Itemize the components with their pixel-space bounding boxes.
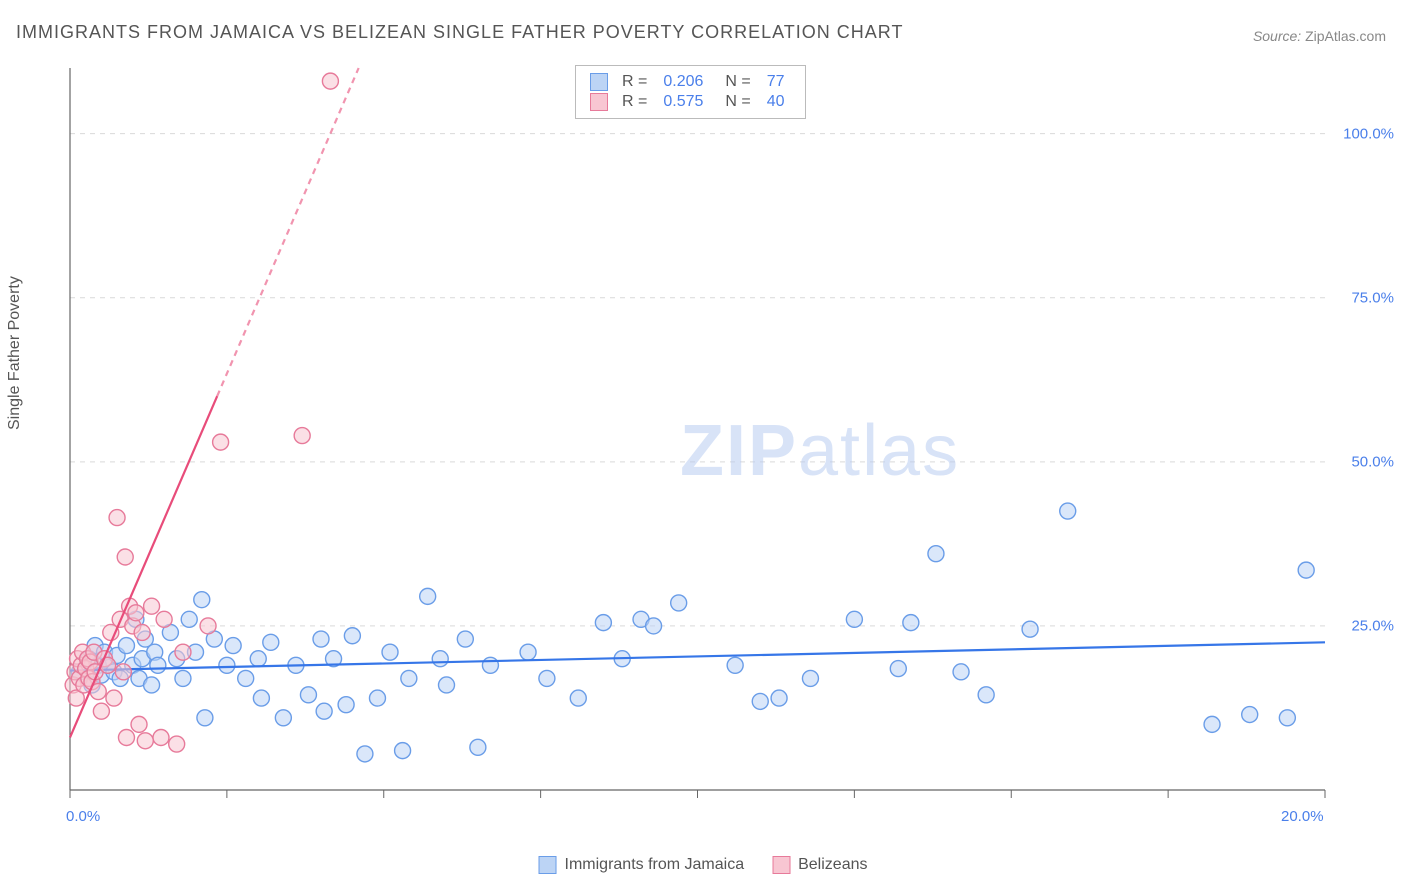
source-attribution: Source: ZipAtlas.com [1253,28,1386,44]
source-value: ZipAtlas.com [1305,28,1386,44]
scatter-plot: ZIPatlas [50,60,1375,820]
legend-label: Belizeans [798,856,867,874]
correlation-row: R = 0.206 N = 77 [576,72,805,92]
n-value: 77 [767,73,785,91]
n-label: N = [725,93,750,111]
legend-item: Immigrants from Jamaica [539,856,745,874]
series-swatch [590,73,608,91]
r-value: 0.206 [663,73,703,91]
r-value: 0.575 [663,93,703,111]
x-tick-label: 0.0% [66,808,100,825]
chart-title: IMMIGRANTS FROM JAMAICA VS BELIZEAN SING… [16,22,903,43]
legend-label: Immigrants from Jamaica [565,856,745,874]
r-label: R = [622,73,647,91]
legend-swatch [539,856,557,874]
y-axis-label: Single Father Poverty [6,276,24,430]
correlation-legend-box: R = 0.206 N = 77 R = 0.575 N = 40 [575,65,806,119]
y-tick-label: 25.0% [1351,617,1394,634]
chart-svg [50,60,1375,820]
n-value: 40 [767,93,785,111]
series-swatch [590,93,608,111]
y-tick-label: 75.0% [1351,289,1394,306]
correlation-row: R = 0.575 N = 40 [576,92,805,112]
y-tick-label: 100.0% [1343,125,1394,142]
r-label: R = [622,93,647,111]
series-legend: Immigrants from Jamaica Belizeans [539,856,868,874]
legend-swatch [772,856,790,874]
x-tick-label: 20.0% [1281,808,1324,825]
n-label: N = [725,73,750,91]
legend-item: Belizeans [772,856,867,874]
y-tick-label: 50.0% [1351,453,1394,470]
source-label: Source: [1253,28,1301,44]
